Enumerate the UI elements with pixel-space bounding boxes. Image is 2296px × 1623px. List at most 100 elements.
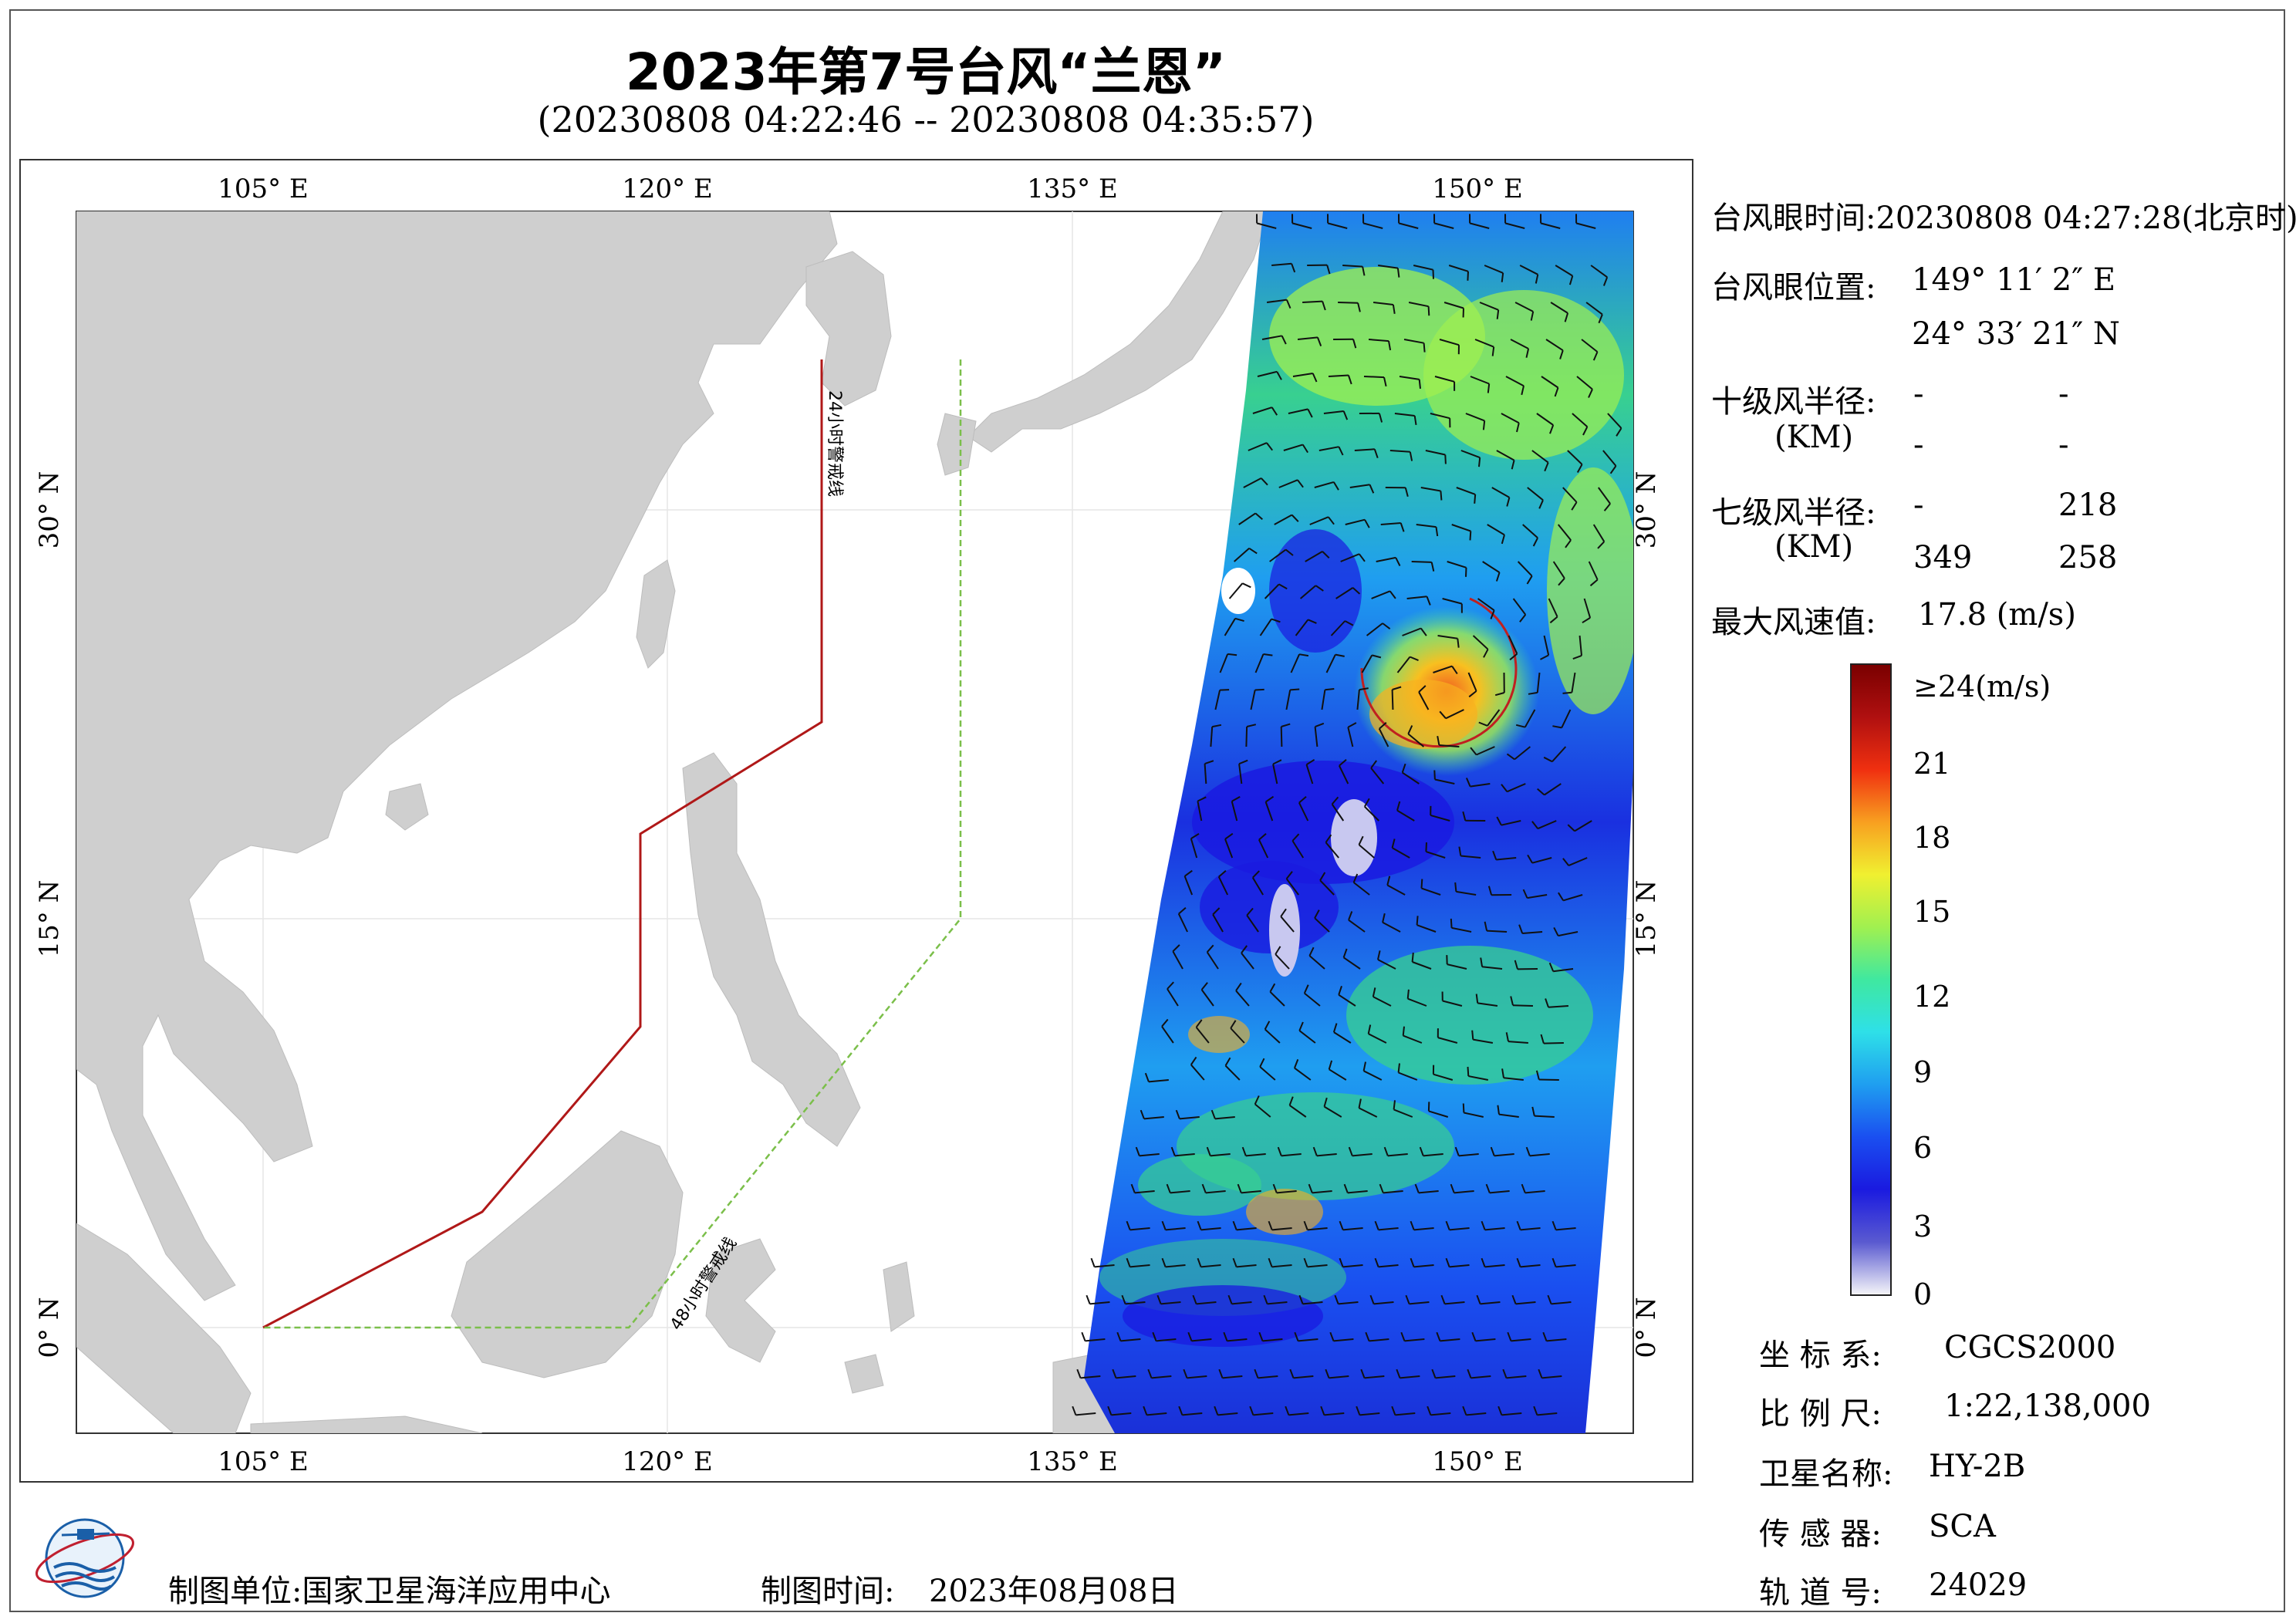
wind-barb <box>1319 446 1339 451</box>
wind-barb <box>1473 1038 1494 1044</box>
map-canvas[interactable]: 24小时警戒线 48小时警戒线 105° E 120° E 135° E 150… <box>19 159 1693 1483</box>
wind-barb-feather <box>1478 721 1488 727</box>
wind-barb-feather <box>1358 1098 1362 1108</box>
wind-barb <box>1449 1227 1470 1231</box>
wind-barb-feather <box>1237 1183 1242 1193</box>
wind-barb <box>1352 1153 1373 1157</box>
wind-barb-feather <box>1269 983 1276 993</box>
wind-barb <box>1342 1227 1363 1231</box>
wind-barb <box>1368 1033 1387 1044</box>
wind-barb <box>1323 410 1344 414</box>
wind-barb <box>1396 809 1415 822</box>
bottom-lon-label: 105° E <box>218 1446 309 1477</box>
wind-barb-feather <box>1420 879 1423 889</box>
wind-barb <box>1470 1375 1491 1379</box>
wind-barb-feather <box>1396 1368 1401 1378</box>
wind-barb <box>1555 265 1573 277</box>
wind-barb-feather <box>1359 687 1369 691</box>
wind-barb <box>1572 413 1589 427</box>
wind-barb <box>1578 635 1582 656</box>
wind-barb-feather <box>1467 271 1469 281</box>
wind-barb <box>1420 487 1441 492</box>
wind-barb <box>1470 783 1491 788</box>
wind-barb-feather <box>1325 834 1332 843</box>
wind-barb-feather <box>1272 1183 1278 1193</box>
wind-barb-feather <box>1471 1030 1474 1040</box>
wind-barb <box>1537 1412 1558 1416</box>
wind-barb <box>1437 1037 1458 1044</box>
wind-barb <box>1327 222 1348 229</box>
wind-barb <box>1524 1190 1545 1194</box>
wind-barb-feather <box>1258 1331 1264 1341</box>
wind-barb-feather <box>1397 1063 1400 1073</box>
wind-barb-feather <box>1121 1294 1126 1304</box>
wind-barb <box>1190 838 1198 859</box>
wind-barb-feather <box>1496 309 1500 319</box>
wind-barb <box>1477 1002 1498 1007</box>
wind-barb-feather <box>1532 537 1538 547</box>
wind-barb-feather <box>1588 389 1593 398</box>
wind-barb <box>1231 1301 1252 1305</box>
r10-value: - <box>2058 427 2069 463</box>
wind-barb-feather <box>1254 512 1263 521</box>
wind-barb-feather <box>1501 272 1504 282</box>
wind-barb <box>1248 442 1268 451</box>
wind-barb <box>1464 1112 1484 1118</box>
wind-barb-feather <box>1515 724 1526 728</box>
wind-barb <box>1241 952 1254 970</box>
wind-barb <box>1362 222 1383 229</box>
wind-barb <box>1329 1375 1349 1379</box>
wind-barb <box>1358 844 1375 859</box>
wind-barb-feather <box>1404 487 1409 498</box>
wind-barb-feather <box>1116 1331 1122 1341</box>
wind-barb <box>1551 746 1567 762</box>
wind-barb <box>1267 1301 1288 1305</box>
wind-barb <box>1524 709 1536 728</box>
wind-barb-feather <box>1537 788 1545 796</box>
wind-barb <box>1508 635 1518 655</box>
wind-barb <box>1558 931 1578 937</box>
wind-barb <box>1522 931 1543 934</box>
wind-barb <box>1416 924 1437 933</box>
wind-barb-feather <box>1201 1183 1207 1193</box>
wind-barb <box>1536 672 1541 693</box>
wind-barb-feather <box>1175 1109 1180 1119</box>
wind-barb-feather <box>1377 950 1381 960</box>
colorbar-label: 6 <box>1913 1131 1933 1165</box>
wind-barb-feather <box>1454 1146 1460 1156</box>
wind-barb <box>1200 1227 1221 1231</box>
left-lat-label: 0° N <box>34 1297 65 1358</box>
wind-barb-feather <box>1322 551 1330 559</box>
wind-barb <box>1443 302 1464 309</box>
wind-barb <box>1210 727 1214 747</box>
wind-barb <box>1224 1065 1241 1081</box>
wind-barb-feather <box>1526 575 1533 585</box>
wind-barb-feather <box>1501 784 1508 792</box>
wind-barb-feather <box>1465 567 1467 577</box>
wind-barb <box>1160 1301 1181 1305</box>
wind-barb <box>1371 590 1391 599</box>
wind-barb-feather <box>1374 1257 1379 1267</box>
wind-barb <box>1342 265 1363 268</box>
wind-barb <box>1531 857 1552 864</box>
wind-barb <box>1366 623 1383 636</box>
wind-barb-feather <box>1535 274 1539 284</box>
r7-value: - <box>1913 488 1924 523</box>
wind-barb-feather <box>1126 1257 1131 1267</box>
wind-barb-feather <box>1396 268 1400 278</box>
wind-barb-feather <box>1278 583 1288 590</box>
wind-barb <box>1258 1375 1278 1379</box>
r7-value: 349 <box>1913 540 1973 575</box>
wind-barb-feather <box>1433 770 1436 780</box>
wind-barb <box>1205 1190 1226 1194</box>
wind-barb <box>1386 884 1406 896</box>
wind-barb <box>1281 1153 1302 1157</box>
wind-barb-feather <box>1485 1183 1491 1193</box>
wind-barb-feather <box>1359 553 1366 562</box>
wind-barb-feather <box>1308 619 1317 624</box>
wind-barb <box>1472 635 1489 650</box>
colorbar-label: 9 <box>1913 1055 1933 1089</box>
wind-barb <box>1435 1375 1456 1379</box>
wind-barb-feather <box>1395 557 1401 567</box>
wind-barb-feather <box>1370 760 1378 769</box>
